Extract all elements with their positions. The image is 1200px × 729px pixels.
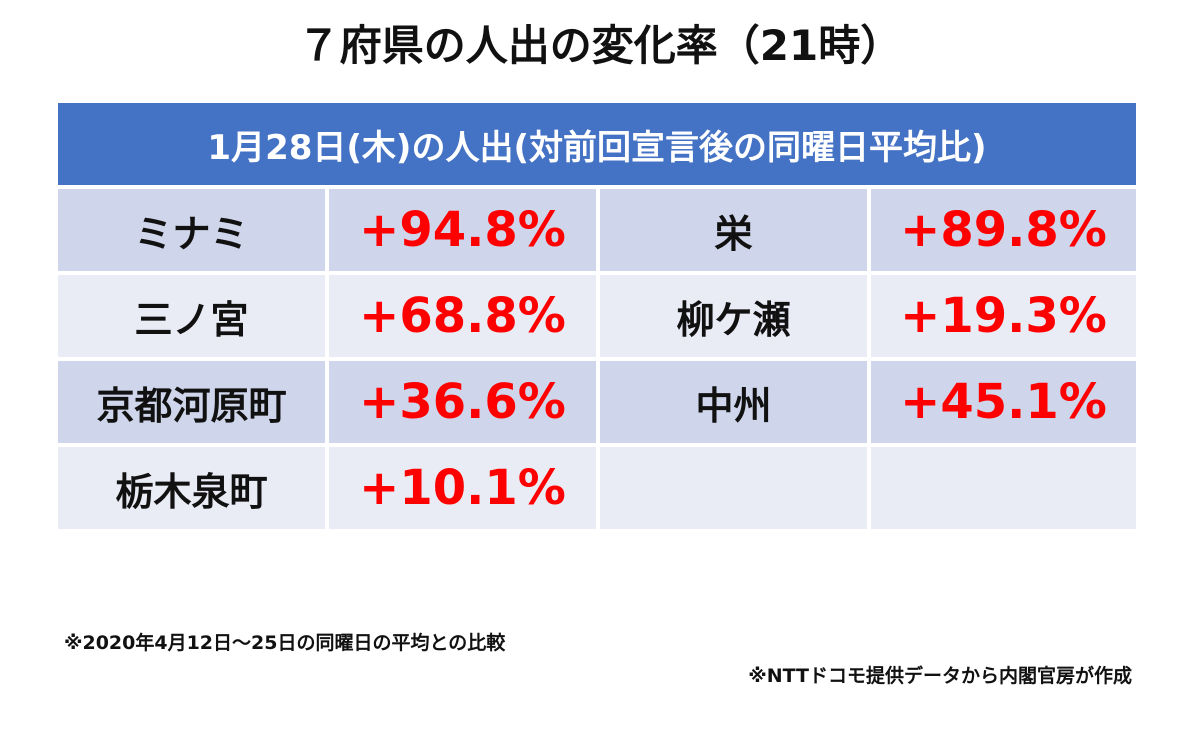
change-value: +94.8% <box>329 189 596 271</box>
area-name: 栃木泉町 <box>58 447 325 529</box>
table-header: 1月28日(木)の人出(対前回宣言後の同曜日平均比) <box>58 103 1136 185</box>
table-row: ミナミ +94.8% 栄 +89.8% <box>58 189 1136 271</box>
area-name: 中州 <box>600 361 867 443</box>
change-value: +45.1% <box>871 361 1136 443</box>
table: 1月28日(木)の人出(対前回宣言後の同曜日平均比) ミナミ +94.8% 栄 +89… <box>58 103 1136 533</box>
note: ※NTTドコモ提供データから内閣官房が作成 <box>748 665 1132 687</box>
area-name: 柳ケ瀬 <box>600 275 867 357</box>
area-name: ミナミ <box>58 189 325 271</box>
area-name <box>600 447 867 529</box>
area-name: 京都河原町 <box>58 361 325 443</box>
area-name: 栄 <box>600 189 867 271</box>
note: ※2020年4月12日～25日の同曜日の平均との比較 <box>64 632 506 654</box>
change-value <box>871 447 1136 529</box>
table-row: 三ノ宮 +68.8% 柳ケ瀬 +19.3% <box>58 275 1136 357</box>
change-value: +36.6% <box>329 361 596 443</box>
table-row: 栃木泉町 +10.1% <box>58 447 1136 529</box>
table-row: 京都河原町 +36.6% 中州 +45.1% <box>58 361 1136 443</box>
area-name: 三ノ宮 <box>58 275 325 357</box>
change-value: +10.1% <box>329 447 596 529</box>
change-value: +89.8% <box>871 189 1136 271</box>
change-value: +68.8% <box>329 275 596 357</box>
title: ７府県の人出の変化率（21時） <box>297 21 903 70</box>
change-value: +19.3% <box>871 275 1136 357</box>
